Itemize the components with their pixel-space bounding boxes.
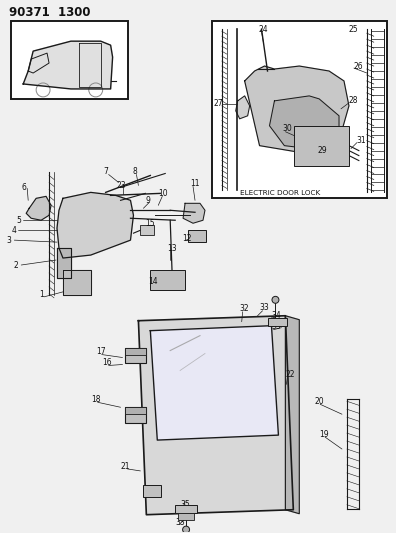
Text: 31: 31	[357, 136, 367, 145]
Text: 29: 29	[317, 146, 327, 155]
Text: 20: 20	[314, 397, 324, 406]
Text: 10: 10	[158, 189, 168, 198]
Text: 24: 24	[259, 25, 268, 34]
Bar	[178, 513, 194, 520]
Polygon shape	[245, 66, 349, 156]
Polygon shape	[286, 316, 299, 514]
Polygon shape	[57, 248, 71, 278]
Text: 21: 21	[120, 463, 130, 472]
Bar	[150, 270, 185, 290]
Text: 32: 32	[240, 304, 249, 313]
Polygon shape	[23, 41, 112, 89]
Text: 34: 34	[180, 509, 190, 518]
Bar	[268, 318, 287, 326]
Polygon shape	[57, 192, 133, 258]
Text: 35: 35	[180, 500, 190, 509]
Polygon shape	[236, 96, 249, 119]
Text: 4: 4	[11, 225, 16, 235]
Text: 18: 18	[91, 395, 100, 404]
Text: 12: 12	[182, 233, 192, 243]
Text: 3: 3	[6, 236, 11, 245]
Bar	[124, 407, 147, 414]
Bar	[175, 505, 197, 513]
Text: 13: 13	[167, 244, 177, 253]
Text: 90371  1300: 90371 1300	[10, 6, 91, 19]
Text: 19: 19	[319, 430, 329, 439]
Bar	[188, 230, 206, 242]
Text: 2: 2	[13, 261, 18, 270]
Bar	[124, 348, 147, 364]
Bar	[124, 407, 147, 423]
Text: 33: 33	[175, 518, 185, 527]
Polygon shape	[26, 196, 51, 220]
Text: 26: 26	[354, 61, 364, 70]
Bar	[124, 348, 147, 354]
Text: 9: 9	[145, 196, 150, 205]
Polygon shape	[270, 96, 339, 149]
Polygon shape	[183, 203, 205, 223]
Polygon shape	[150, 326, 278, 440]
Text: 34: 34	[272, 311, 281, 320]
Text: 6: 6	[21, 183, 26, 192]
Text: 7: 7	[104, 167, 109, 176]
Text: 17: 17	[96, 347, 105, 356]
Text: 23: 23	[116, 181, 126, 190]
Text: 15: 15	[145, 219, 155, 228]
Text: 14: 14	[148, 277, 158, 286]
Text: 33: 33	[259, 303, 269, 312]
Polygon shape	[63, 270, 91, 295]
Circle shape	[183, 526, 190, 533]
Bar	[294, 126, 349, 166]
Text: 25: 25	[349, 25, 358, 34]
Text: 35: 35	[272, 322, 281, 331]
Bar	[143, 485, 161, 497]
Text: 28: 28	[349, 96, 358, 106]
Bar	[141, 225, 154, 235]
Bar	[212, 21, 386, 198]
Text: 11: 11	[190, 179, 200, 188]
Text: 5: 5	[16, 216, 21, 225]
Text: 8: 8	[133, 167, 137, 176]
Text: 27: 27	[214, 99, 223, 108]
Text: 16: 16	[103, 358, 112, 367]
Text: 1: 1	[39, 290, 44, 300]
Text: ELECTRIC DOOR LOCK: ELECTRIC DOOR LOCK	[240, 190, 320, 196]
Polygon shape	[139, 316, 293, 515]
Text: 22: 22	[286, 370, 295, 379]
Bar	[11, 21, 128, 99]
Circle shape	[272, 296, 279, 303]
Text: 30: 30	[282, 124, 292, 133]
